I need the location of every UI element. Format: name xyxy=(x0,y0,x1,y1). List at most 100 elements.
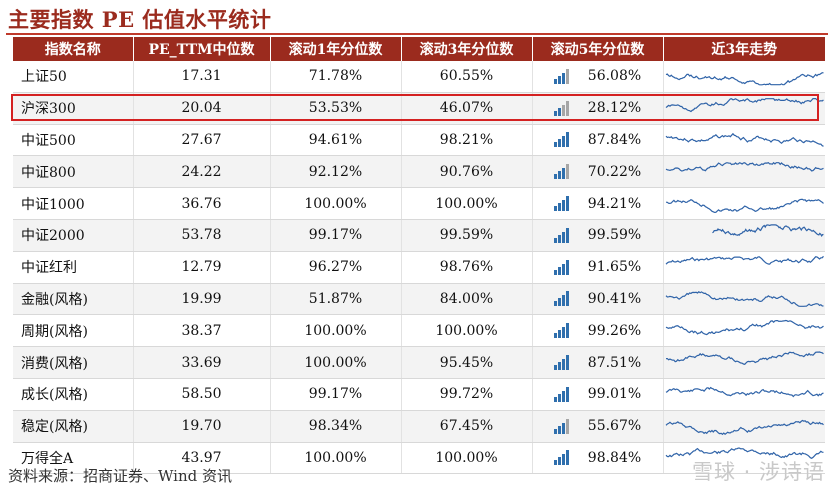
trend-sparkline xyxy=(665,419,824,436)
title-divider xyxy=(6,33,828,35)
pct-5y-value: 99.01% xyxy=(587,386,642,403)
pe-ttm-cell: 38.37 xyxy=(133,314,271,348)
trend-line xyxy=(665,161,824,172)
trend-cell xyxy=(663,92,825,125)
index-name-cell: 中证800 xyxy=(13,155,134,189)
table-row: 万得全A 43.97 100.00% 100.00% 98.84% xyxy=(13,442,825,475)
pct-5y-cell: 90.41% xyxy=(532,283,664,316)
trend-cell xyxy=(663,283,825,316)
pct-5y-value: 55.67% xyxy=(587,418,642,435)
trend-line xyxy=(711,224,824,238)
pe-ttm-cell: 20.04 xyxy=(133,92,271,125)
pct-5y-value: 87.84% xyxy=(587,131,642,148)
pct-1y-cell: 100.00% xyxy=(270,346,402,379)
signal-bars-icon xyxy=(553,355,570,371)
pct-3y-cell: 100.00% xyxy=(401,187,533,220)
trend-line xyxy=(665,419,824,436)
pct-3y-cell: 84.00% xyxy=(401,283,533,316)
table-row: 中证2000 53.78 99.17% 99.59% 99.59% xyxy=(13,219,825,252)
pe-ttm-cell: 17.31 xyxy=(133,61,271,93)
pe-ttm-cell: 19.70 xyxy=(133,410,271,443)
pe-ttm-cell: 24.22 xyxy=(133,155,271,189)
trend-sparkline xyxy=(665,98,824,113)
index-name-cell: 上证50 xyxy=(13,61,134,93)
pct-1y-cell: 99.17% xyxy=(270,378,402,411)
trend-cell xyxy=(663,442,825,475)
trend-line xyxy=(665,256,824,265)
pct-3y-cell: 60.55% xyxy=(401,61,533,93)
signal-bars-icon xyxy=(553,450,570,466)
pe-ttm-cell: 53.78 xyxy=(133,219,271,252)
pe-ttm-cell: 19.99 xyxy=(133,283,271,316)
pct-3y-cell: 99.72% xyxy=(401,378,533,411)
source-note: 资料来源：招商证券、Wind 资讯 xyxy=(8,467,232,485)
index-name-cell: 中证红利 xyxy=(13,251,134,284)
pct-5y-cell: 55.67% xyxy=(532,410,664,443)
pe-valuation-table: 指数名称 PE_TTM中位数 滚动1年分位数 滚动3年分位数 滚动5年分位数 近… xyxy=(13,37,825,475)
table-row: 中证红利 12.79 96.27% 98.76% 91.65% xyxy=(13,251,825,284)
watermark: 雪球 · 涉诗语 xyxy=(691,460,825,484)
pct-3y-cell: 95.45% xyxy=(401,346,533,379)
pe-ttm-cell: 36.76 xyxy=(133,187,271,220)
trend-line xyxy=(665,132,824,147)
trend-sparkline xyxy=(665,447,824,459)
pct-5y-cell: 87.51% xyxy=(532,346,664,379)
pct-3y-cell: 67.45% xyxy=(401,410,533,443)
trend-sparkline xyxy=(665,161,824,172)
pct-3y-cell: 100.00% xyxy=(401,314,533,348)
pct-5y-value: 70.22% xyxy=(587,163,642,180)
pct-1y-cell: 100.00% xyxy=(270,187,402,220)
pe-ttm-cell: 58.50 xyxy=(133,378,271,411)
trend-cell xyxy=(663,61,825,93)
pct-3y-cell: 98.21% xyxy=(401,124,533,157)
trend-line xyxy=(665,319,824,336)
signal-bars-icon xyxy=(553,164,570,180)
pct-3y-cell: 100.00% xyxy=(401,442,533,475)
signal-bars-icon xyxy=(553,68,570,84)
pct-5y-cell: 99.01% xyxy=(532,378,664,411)
index-name-cell: 成长(风格) xyxy=(13,378,134,411)
trend-sparkline xyxy=(665,387,824,398)
table-row: 中证1000 36.76 100.00% 100.00% 94.21% xyxy=(13,187,825,220)
pe-ttm-cell: 43.97 xyxy=(133,442,271,475)
trend-sparkline xyxy=(665,291,824,307)
header-3y-trend: 近3年走势 xyxy=(663,37,825,61)
trend-cell xyxy=(663,155,825,189)
table-row: 消费(风格) 33.69 100.00% 95.45% 87.51% xyxy=(13,346,825,379)
trend-line xyxy=(665,291,824,307)
header-3y-percentile: 滚动3年分位数 xyxy=(401,37,533,61)
header-index-name: 指数名称 xyxy=(13,37,134,61)
header-5y-percentile: 滚动5年分位数 xyxy=(532,37,664,61)
pct-5y-value: 56.08% xyxy=(587,68,642,85)
signal-bars-icon xyxy=(553,323,570,339)
pct-1y-cell: 94.61% xyxy=(270,124,402,157)
index-name-cell: 万得全A xyxy=(13,442,134,475)
trend-line xyxy=(665,350,824,365)
signal-bars-icon xyxy=(553,100,570,116)
trend-cell xyxy=(663,187,825,220)
signal-bars-icon xyxy=(553,291,570,307)
trend-sparkline xyxy=(711,224,824,238)
pct-1y-cell: 100.00% xyxy=(270,442,402,475)
table-row: 金融(风格) 19.99 51.87% 84.00% 90.41% xyxy=(13,283,825,316)
trend-line xyxy=(665,198,824,213)
page-title: 主要指数 PE 估值水平统计 xyxy=(8,7,272,32)
trend-cell xyxy=(663,251,825,284)
signal-bars-icon xyxy=(553,227,570,243)
trend-sparkline xyxy=(665,350,824,365)
index-name-cell: 稳定(风格) xyxy=(13,410,134,443)
trend-cell xyxy=(663,346,825,379)
trend-line xyxy=(665,98,824,113)
pct-1y-cell: 92.12% xyxy=(270,155,402,189)
header-pe-ttm: PE_TTM中位数 xyxy=(133,37,271,61)
trend-sparkline xyxy=(665,319,824,336)
pct-5y-value: 98.84% xyxy=(587,449,642,466)
trend-cell xyxy=(663,314,825,348)
header-1y-percentile: 滚动1年分位数 xyxy=(270,37,402,61)
pct-5y-cell: 87.84% xyxy=(532,124,664,157)
table-row: 稳定(风格) 19.70 98.34% 67.45% 55.67% xyxy=(13,410,825,443)
signal-bars-icon xyxy=(553,132,570,148)
table-row: 中证500 27.67 94.61% 98.21% 87.84% xyxy=(13,124,825,157)
trend-line xyxy=(665,387,824,398)
trend-sparkline xyxy=(665,72,824,86)
